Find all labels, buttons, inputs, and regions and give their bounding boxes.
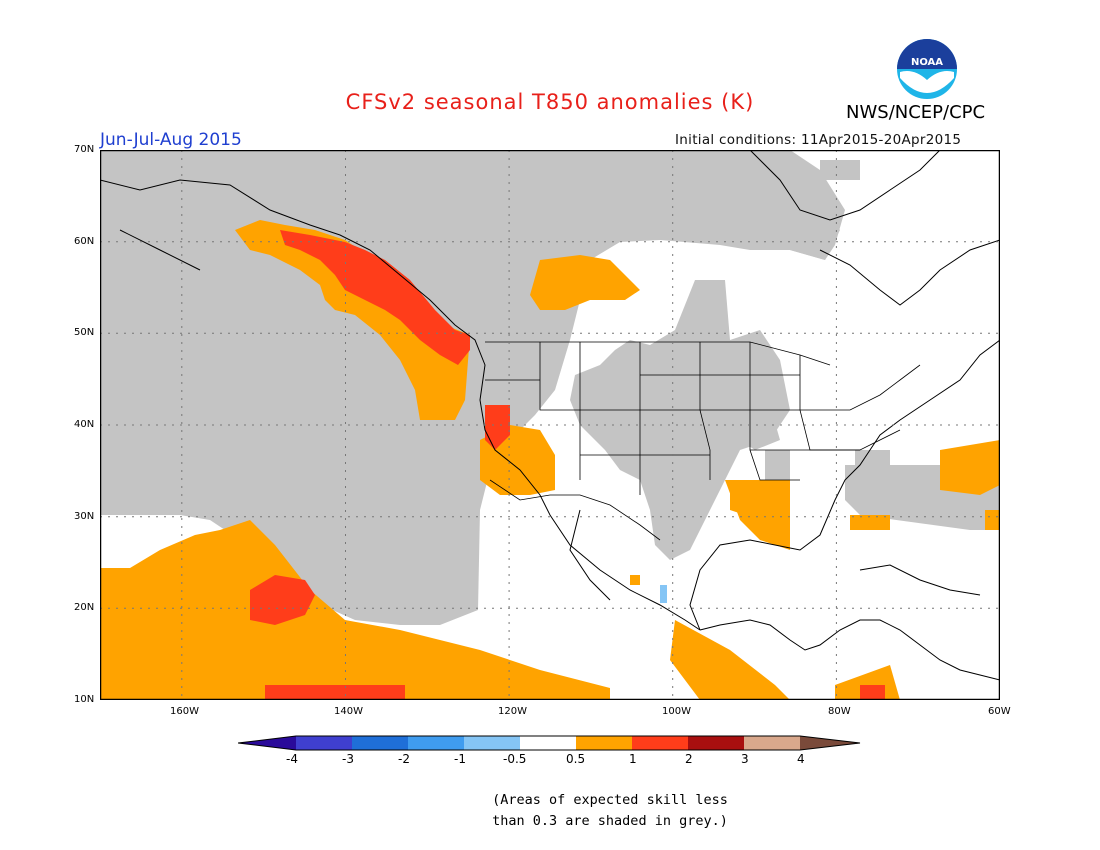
skill-footnote: (Areas of expected skill less than 0.3 a…: [460, 790, 760, 832]
colorbar-bin-6: [576, 736, 632, 750]
colorbar: [238, 735, 861, 751]
initial-conditions-label: Initial conditions: 11Apr2015-20Apr2015: [675, 132, 962, 148]
anomaly-map: [100, 150, 1000, 700]
season-label: Jun-Jul-Aug 2015: [100, 130, 242, 150]
colorbar-label-2: -2: [398, 752, 410, 766]
colorbar-label-8: 3: [741, 752, 749, 766]
lon-label-100w: 100W: [662, 706, 691, 717]
political-borders: [485, 341, 921, 541]
colorbar-bin-1: [296, 736, 352, 750]
colorbar-bin-7: [632, 736, 688, 750]
noaa-logo: NOAA: [896, 38, 958, 100]
colorbar-label-5: 0.5: [566, 752, 586, 766]
colorbar-label-7: 2: [685, 752, 693, 766]
colorbar-min-arrow: [238, 736, 296, 750]
anomaly-blue-spot: [660, 585, 667, 603]
lat-label-30n: 30N: [74, 511, 95, 522]
lon-label-140w: 140W: [334, 706, 363, 717]
colorbar-label-3: -1: [454, 752, 466, 766]
colorbar-label-0: -4: [286, 752, 298, 766]
colorbar-label-4: -0.5: [503, 752, 527, 766]
coastlines: [100, 150, 1000, 681]
colorbar-label-6: 1: [629, 752, 637, 766]
lon-label-120w: 120W: [498, 706, 527, 717]
chart-title: CFSv2 seasonal T850 anomalies (K): [345, 90, 755, 114]
colorbar-bin-2: [352, 736, 408, 750]
lat-label-20n: 20N: [74, 602, 95, 613]
lat-label-40n: 40N: [74, 419, 95, 430]
lat-label-10n: 10N: [74, 694, 95, 705]
noaa-logo-text: NOAA: [911, 57, 943, 68]
lon-label-80w: 80W: [828, 706, 851, 717]
colorbar-label-9: 4: [797, 752, 805, 766]
skill-footnote-line2: than 0.3 are shaded in grey.): [492, 813, 728, 829]
colorbar-bin-9: [744, 736, 800, 750]
lat-label-70n: 70N: [74, 144, 95, 155]
lon-label-60w: 60W: [988, 706, 1011, 717]
graticule: [100, 150, 1000, 700]
colorbar-bin-5: [520, 736, 576, 750]
lon-label-160w: 160W: [170, 706, 199, 717]
lat-label-50n: 50N: [74, 327, 95, 338]
anomaly-red: [250, 230, 885, 700]
colorbar-bin-4: [464, 736, 520, 750]
colorbar-bin-8: [688, 736, 744, 750]
colorbar-max-arrow: [800, 736, 860, 750]
skill-footnote-line1: (Areas of expected skill less: [492, 792, 728, 808]
colorbar-label-1: -3: [342, 752, 354, 766]
agency-label: NWS/NCEP/CPC: [846, 102, 986, 123]
colorbar-bin-3: [408, 736, 464, 750]
lat-label-60n: 60N: [74, 236, 95, 247]
anomaly-orange: [100, 220, 1000, 700]
